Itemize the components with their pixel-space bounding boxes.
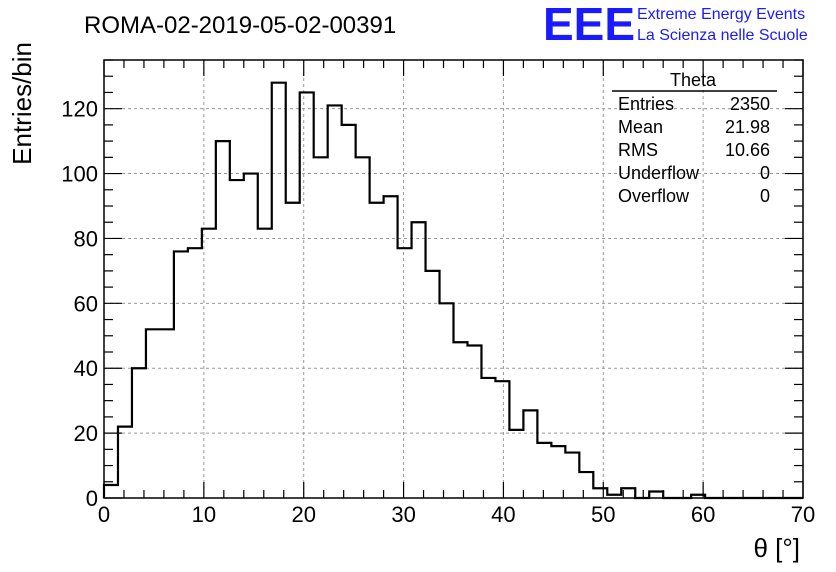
x-tick-label-30: 30 (391, 502, 415, 527)
stats-label-rms: RMS (618, 140, 658, 160)
histogram-bin-33 (565, 453, 579, 498)
x-tick-label-10: 10 (192, 502, 216, 527)
histogram-bin-28 (495, 381, 509, 498)
histogram-bin-20 (384, 196, 398, 498)
histogram-bin-26 (467, 346, 481, 498)
histogram-bin-1 (118, 427, 132, 498)
stats-box-rows: Entries 2350 Mean 21.98 RMS 10.66 Underflow 0 Ov… (618, 94, 770, 206)
y-tick-label-0: 0 (86, 486, 98, 511)
y-tick-label-80: 80 (74, 226, 98, 251)
stats-value-entries: 2350 (730, 94, 770, 114)
eee-logo: EEE Extreme Energy Events La Scienza nel… (543, 0, 808, 50)
stats-value-overflow: 0 (760, 186, 770, 206)
x-tick-labels: 0 10 20 30 40 50 60 70 (98, 502, 815, 527)
y-tick-label-60: 60 (74, 291, 98, 316)
histogram-bin-7 (202, 229, 216, 498)
histogram-bin-27 (481, 378, 495, 498)
histogram-bin-9 (230, 180, 244, 498)
x-tick-label-50: 50 (591, 502, 615, 527)
histogram-bin-23 (426, 271, 440, 498)
histogram-bin-25 (454, 342, 468, 498)
histogram-bin-16 (328, 105, 342, 498)
logo-line-2: La Scienza nelle Scuole (637, 27, 808, 44)
histogram-bin-14 (300, 92, 314, 498)
x-tick-label-60: 60 (691, 502, 715, 527)
stats-value-mean: 21.98 (725, 117, 770, 137)
histogram-bin-3 (146, 329, 160, 498)
x-tick-label-20: 20 (291, 502, 315, 527)
histogram-series (102, 81, 803, 500)
histogram-bin-12 (272, 83, 286, 498)
histogram-bin-5 (174, 251, 188, 498)
x-tick-label-40: 40 (491, 502, 515, 527)
y-tick-labels: 0 20 40 60 80 100 120 (61, 97, 98, 511)
stats-box: Theta Entries 2350 Mean 21.98 RMS 10.66 Underf… (612, 70, 777, 206)
logo-mark: EEE (543, 0, 635, 50)
stats-box-title: Theta (670, 70, 717, 90)
histogram-bin-35 (593, 488, 607, 498)
y-tick-label-120: 120 (61, 97, 98, 122)
y-tick-label-100: 100 (61, 162, 98, 187)
histogram-bin-10 (244, 174, 258, 498)
x-axis-label: θ [°] (753, 533, 800, 563)
histogram-bin-2 (132, 368, 146, 498)
histogram-bin-34 (579, 472, 593, 498)
chart-title: ROMA-02-2019-05-02-00391 (84, 12, 396, 39)
stats-label-overflow: Overflow (618, 186, 690, 206)
histogram-bin-21 (398, 248, 412, 498)
histogram-bin-8 (216, 141, 230, 498)
histogram-bin-4 (160, 329, 174, 498)
histogram-bin-0 (104, 485, 118, 498)
stats-value-rms: 10.66 (725, 140, 770, 160)
stats-label-mean: Mean (618, 117, 663, 137)
histogram-bin-19 (370, 203, 384, 498)
histogram-bin-11 (258, 229, 272, 498)
axis-ticks (103, 59, 804, 499)
grid-lines (104, 60, 803, 498)
y-tick-label-20: 20 (74, 421, 98, 446)
histogram-bin-6 (188, 248, 202, 498)
histogram-bin-17 (342, 125, 356, 498)
stats-label-underflow: Underflow (618, 163, 700, 183)
histogram-bin-15 (314, 157, 328, 498)
x-tick-label-0: 0 (98, 502, 110, 527)
histogram-bin-30 (523, 410, 537, 498)
histogram-bin-13 (286, 203, 300, 498)
y-tick-label-40: 40 (74, 356, 98, 381)
logo-line-1: Extreme Energy Events (637, 6, 805, 23)
x-tick-label-70: 70 (791, 502, 815, 527)
stats-label-entries: Entries (618, 94, 674, 114)
histogram-bin-18 (356, 157, 370, 498)
y-axis-label: Entries/bin (7, 42, 37, 165)
plot-frame (103, 59, 804, 499)
histogram-bin-31 (537, 443, 551, 498)
histogram-bin-22 (412, 222, 426, 498)
histogram-bin-24 (440, 303, 454, 498)
histogram-bin-29 (509, 430, 523, 498)
stats-value-underflow: 0 (760, 163, 770, 183)
